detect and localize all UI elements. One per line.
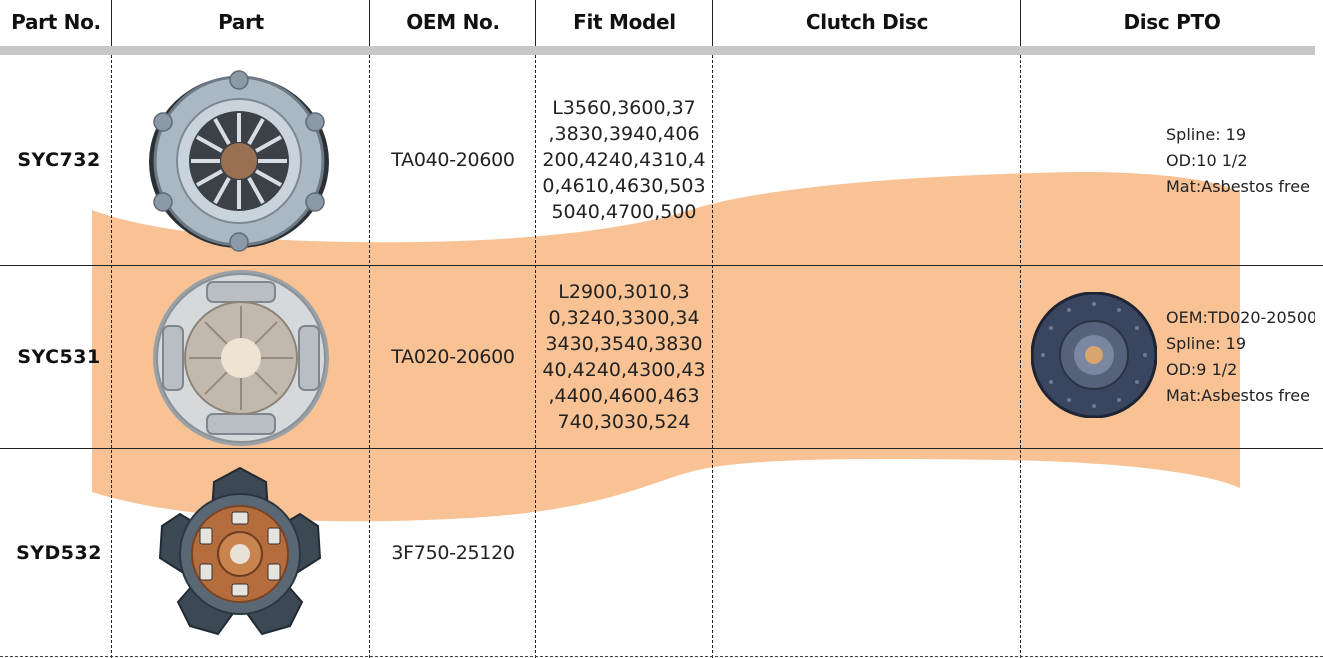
header-clutch-disc: Clutch Disc: [805, 10, 929, 34]
pto-spec-line: Mat:Asbestos free: [1166, 177, 1310, 196]
fit-model-line: L3560,3600,37: [552, 97, 696, 119]
header-part: Part: [218, 10, 264, 34]
col-divider: [712, 0, 713, 46]
pressure-plate-image: [149, 70, 329, 252]
pto-spec-line: OD:10 1/2: [1166, 151, 1248, 170]
pto-spec-line: OEM:TD020-20500: [1166, 308, 1315, 327]
fit-model-list: L3560,3600,37 ,3830,3940,406 200,4240,43…: [536, 95, 712, 235]
part-number: SYC732: [17, 149, 101, 171]
row-divider: [0, 265, 1323, 266]
pto-disc-image: [1031, 292, 1157, 418]
row-divider: [0, 448, 1323, 449]
fit-model-line: 3430,3540,3830: [545, 333, 703, 355]
part-number: SYD532: [16, 541, 102, 564]
col-divider: [1020, 55, 1021, 658]
pressure-plate-image: [153, 270, 329, 446]
oem-number: TA020-20600: [391, 346, 515, 368]
col-divider: [712, 55, 713, 658]
fit-model-line: 0,3240,3300,34: [548, 307, 700, 329]
col-divider: [111, 0, 112, 46]
col-divider: [1020, 0, 1021, 46]
col-divider: [369, 0, 370, 46]
col-divider: [111, 55, 112, 658]
fit-model-line: L2900,3010,3: [558, 281, 690, 303]
header-divider-bar: [0, 46, 1315, 55]
fit-model-line: 740,3030,524: [557, 411, 691, 433]
pto-spec-line: OD:9 1/2: [1166, 360, 1238, 379]
header-disc-pto: Disc PTO: [1123, 10, 1221, 34]
pto-spec-list: OEM:TD020-20500 Spline: 19 OD:9 1/2 Mat:…: [1166, 305, 1315, 415]
pto-spec-line: Mat:Asbestos free: [1166, 386, 1310, 405]
fit-model-line: 40,4240,4300,43: [542, 359, 706, 381]
pto-spec-line: Spline: 19: [1166, 125, 1247, 144]
col-divider: [369, 55, 370, 658]
col-divider: [535, 55, 536, 658]
fit-model-line: ,4400,4600,463: [548, 385, 700, 407]
header-oem-no: OEM No.: [406, 10, 500, 34]
fit-model-line: 200,4240,4310,4: [542, 149, 706, 171]
part-number: SYC531: [17, 346, 101, 368]
row-divider: [0, 656, 1323, 657]
pto-spec-list: Spline: 19 OD:10 1/2 Mat:Asbestos free: [1166, 122, 1315, 202]
clutch-disc-image: [158, 466, 322, 636]
fit-model-line: 5040,4700,500: [551, 201, 697, 223]
fit-model-line: ,3830,3940,406: [548, 123, 700, 145]
oem-number: 3F750-25120: [391, 541, 515, 564]
oem-number: TA040-20600: [391, 149, 515, 171]
header-fit-model: Fit Model: [573, 10, 676, 34]
fit-model-list: L2900,3010,3 0,3240,3300,34 3430,3540,38…: [536, 279, 712, 439]
pto-spec-line: Spline: 19: [1166, 334, 1247, 353]
col-divider: [535, 0, 536, 46]
fit-model-line: 0,4610,4630,503: [542, 175, 706, 197]
header-part-no: Part No.: [11, 10, 101, 34]
